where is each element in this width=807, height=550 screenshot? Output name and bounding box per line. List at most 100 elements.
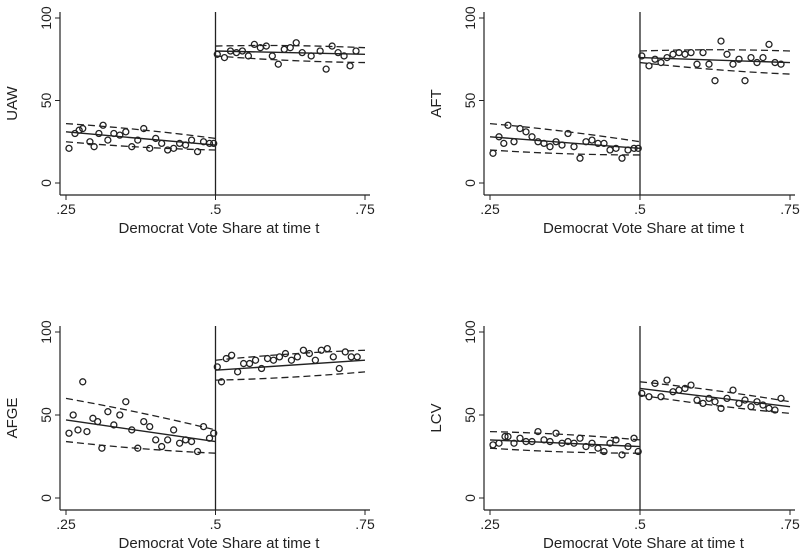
data-point (765, 404, 773, 413)
data-point (205, 139, 214, 148)
data-point (79, 124, 87, 133)
data-point (213, 50, 221, 58)
ci-upper-left (65, 122, 216, 140)
data-point (582, 442, 590, 451)
data-point (274, 60, 282, 68)
data-point (516, 434, 524, 442)
data-point (634, 447, 642, 456)
y-tick-label: 0 (38, 494, 54, 502)
y-tick-label: 50 (462, 407, 478, 423)
data-point (286, 44, 294, 52)
data-point (735, 55, 743, 63)
data-point (711, 398, 719, 406)
y-tick-label: 50 (38, 93, 54, 109)
data-point (705, 394, 713, 403)
data-point (227, 351, 236, 359)
data-point (233, 368, 242, 376)
data-point (128, 143, 136, 151)
data-point (624, 442, 632, 451)
fit-line-left (489, 136, 641, 150)
data-point (317, 346, 325, 354)
panel-aft: 0 50 100 .25 .5 .75 Democrat Vote Share at tim… (428, 6, 800, 237)
data-point (329, 353, 337, 361)
panel-afge: 0 50 100 .25 .5 .75 Democrat Vote Share at tim… (4, 320, 375, 550)
data-point (269, 356, 278, 364)
data-point (104, 408, 112, 416)
data-point (546, 437, 554, 446)
data-point (681, 50, 689, 58)
x-tick-label: .25 (56, 516, 76, 532)
data-point (104, 136, 112, 144)
data-point (323, 344, 331, 353)
data-point (618, 451, 626, 459)
data-point (634, 144, 642, 153)
ci-upper-right (215, 44, 366, 49)
data-point (489, 149, 497, 157)
data-point (500, 139, 508, 148)
data-point (501, 432, 509, 441)
data-point (753, 58, 761, 67)
y-tick-label: 0 (462, 179, 478, 187)
data-point (612, 144, 620, 153)
data-point (711, 77, 719, 85)
data-point (263, 354, 272, 363)
data-point (645, 393, 653, 401)
data-point (250, 40, 259, 49)
data-point (630, 434, 638, 442)
data-point (675, 386, 683, 394)
data-point (729, 60, 737, 68)
x-tick-label: .5 (634, 516, 646, 532)
data-point (741, 77, 749, 85)
data-point (134, 136, 142, 144)
data-point (238, 47, 247, 55)
data-point (765, 40, 773, 49)
data-point (576, 434, 584, 442)
data-point (99, 121, 107, 129)
data-point (239, 359, 248, 368)
data-point (158, 442, 166, 451)
data-point (244, 52, 253, 60)
x-axis-label: Democrat Vote Share at time t (119, 535, 321, 550)
data-point (90, 143, 98, 151)
data-point (79, 378, 87, 386)
data-point (489, 441, 497, 449)
data-point (287, 356, 296, 364)
data-point (299, 346, 308, 354)
x-tick-label: .75 (355, 201, 375, 217)
data-point (65, 144, 73, 153)
data-point (699, 49, 707, 57)
data-point (504, 121, 512, 129)
data-point (353, 353, 361, 361)
data-point (164, 436, 172, 444)
data-point (347, 353, 355, 361)
data-point (564, 129, 572, 138)
data-point (193, 147, 202, 156)
panel-uaw: 0 50 100 .25 .5 .75 Democrat Vote Share at tim… (4, 6, 375, 237)
data-point (663, 53, 671, 62)
data-point (687, 49, 695, 57)
data-point (723, 50, 731, 58)
data-point (245, 359, 254, 368)
data-point (669, 50, 677, 58)
data-point (89, 414, 97, 422)
data-point (311, 356, 320, 364)
data-point (316, 47, 324, 55)
data-point (522, 128, 530, 136)
data-point (588, 136, 596, 144)
data-point (280, 45, 288, 53)
data-point (205, 434, 214, 442)
x-axis-label: Democrat Vote Share at time t (543, 535, 745, 550)
data-point (600, 139, 608, 148)
data-point (83, 427, 91, 436)
data-point (546, 143, 554, 151)
data-point (717, 37, 725, 45)
data-point (175, 439, 184, 447)
y-tick-label: 50 (462, 93, 478, 109)
x-tick-label: .5 (634, 201, 646, 217)
data-point (552, 429, 560, 437)
data-point (341, 348, 349, 356)
data-point (187, 437, 196, 446)
data-point (128, 426, 136, 434)
data-point (651, 379, 659, 388)
data-point (638, 52, 646, 60)
